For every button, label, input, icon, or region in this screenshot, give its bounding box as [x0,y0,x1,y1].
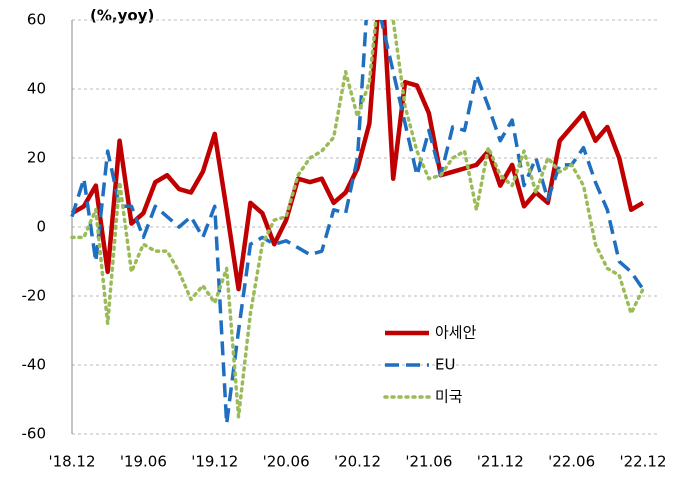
legend-label: 아세안 [435,324,477,342]
y-tick-label: -40 [22,356,47,374]
series-line [70,20,645,419]
y-tick-label: 20 [27,149,46,167]
series-line [70,20,645,292]
x-tick-label: '20.12 [334,453,381,471]
x-tick-label: '20.06 [263,453,310,471]
x-tick-label: '22.06 [548,453,595,471]
legend-label: 미국 [435,388,463,406]
x-tick-label: '22.12 [619,453,666,471]
x-tick-label: '21.12 [477,453,524,471]
y-tick-label: -60 [22,425,47,443]
legend-label: EU [435,356,455,374]
y-tick-label: -20 [22,287,47,305]
plot-area [70,20,645,426]
annotation: (%,yoy) [90,7,154,25]
series-line [70,20,645,426]
x-tick-label: '19.12 [191,453,238,471]
y-tick-label: 0 [36,218,46,236]
x-tick-label: '18.12 [48,453,95,471]
y-tick-label: 60 [27,11,46,29]
x-tick-label: '19.06 [120,453,167,471]
x-tick-label: '21.06 [405,453,452,471]
y-tick-label: 40 [27,80,46,98]
